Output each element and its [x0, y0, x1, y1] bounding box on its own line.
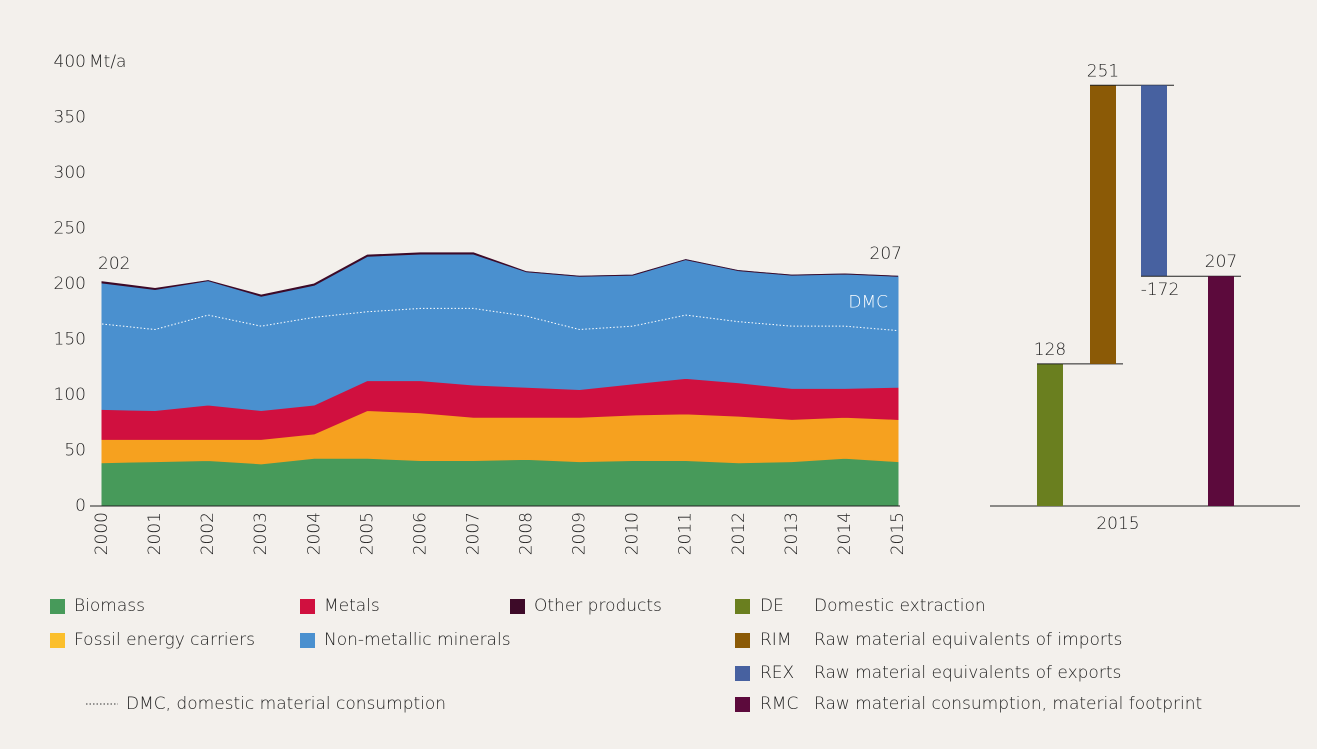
x-tick-label: 2015	[1096, 514, 1139, 534]
y-tick-label: 50	[64, 441, 86, 461]
legend-code: REX	[760, 663, 794, 683]
legend-label: Raw material equivalents of imports	[814, 630, 1122, 650]
dmc-line	[101, 307, 899, 332]
x-tick-label: 2002	[198, 512, 218, 555]
x-tick-label: 2013	[782, 512, 802, 555]
x-tick-label: 2004	[304, 512, 324, 555]
legend-code: RMC	[760, 694, 798, 714]
y-tick-label: 300	[54, 163, 86, 183]
legend-label: DMC, domestic material consumption	[126, 694, 446, 714]
value-label: 251	[1087, 61, 1119, 81]
x-tick-label: 2014	[835, 512, 855, 555]
y-tick-label: 150	[54, 330, 86, 350]
legend-swatch	[300, 633, 315, 648]
legend-label: Other products	[534, 596, 662, 616]
y-tick-label: 0	[75, 496, 86, 516]
annotation: 207	[870, 244, 902, 264]
legend-label: Raw material consumption, material footp…	[814, 694, 1202, 714]
value-label: -172	[1141, 280, 1180, 300]
y-unit: Mt/a	[89, 52, 126, 72]
x-tick-label: 2012	[729, 512, 749, 555]
y-tick-label: 350	[54, 108, 86, 128]
area	[101, 252, 899, 297]
legend-label: Domestic extraction	[814, 596, 986, 616]
x-tick-label: 2003	[251, 512, 271, 555]
dmc-label: DMC	[848, 293, 888, 313]
legend-swatch	[735, 633, 750, 648]
y-tick-label: 250	[54, 219, 86, 239]
y-tick-label: 100	[54, 385, 86, 405]
x-tick-label: 2001	[145, 512, 165, 555]
legend-swatch	[50, 633, 65, 648]
legend-code: RIM	[760, 630, 792, 650]
legend-swatch	[510, 599, 525, 614]
legend-label: Non-metallic minerals	[324, 630, 511, 650]
legend-code: DE	[760, 596, 784, 616]
legend-label: Raw material equivalents of exports	[814, 663, 1121, 683]
x-tick-label: 2000	[92, 512, 112, 555]
value-label: 128	[1034, 340, 1066, 360]
x-tick-label: 2007	[463, 512, 483, 555]
bar	[1208, 276, 1234, 506]
legend-label: Metals	[324, 596, 380, 616]
legend-label: Biomass	[74, 596, 145, 616]
x-tick-label: 2005	[357, 512, 377, 555]
value-label: 207	[1205, 252, 1237, 272]
legend-swatch	[300, 599, 315, 614]
area	[101, 457, 899, 507]
x-tick-label: 2015	[888, 512, 908, 555]
y-tick-label: 200	[54, 274, 86, 294]
x-tick-label: 2008	[517, 512, 537, 555]
legend-swatch	[735, 666, 750, 681]
x-tick-label: 2010	[623, 512, 643, 555]
legend-swatch	[735, 697, 750, 712]
legend-swatch	[50, 599, 65, 614]
legend-label: Fossil energy carriers	[74, 630, 255, 650]
bar	[1037, 363, 1063, 506]
y-tick-label: 400	[54, 52, 86, 72]
bar	[1141, 85, 1167, 277]
x-tick-label: 2009	[570, 512, 590, 555]
x-tick-label: 2011	[676, 512, 696, 555]
bar	[1090, 85, 1116, 364]
annotation: 202	[98, 254, 130, 274]
legend-swatch	[735, 599, 750, 614]
x-tick-label: 2006	[410, 512, 430, 555]
